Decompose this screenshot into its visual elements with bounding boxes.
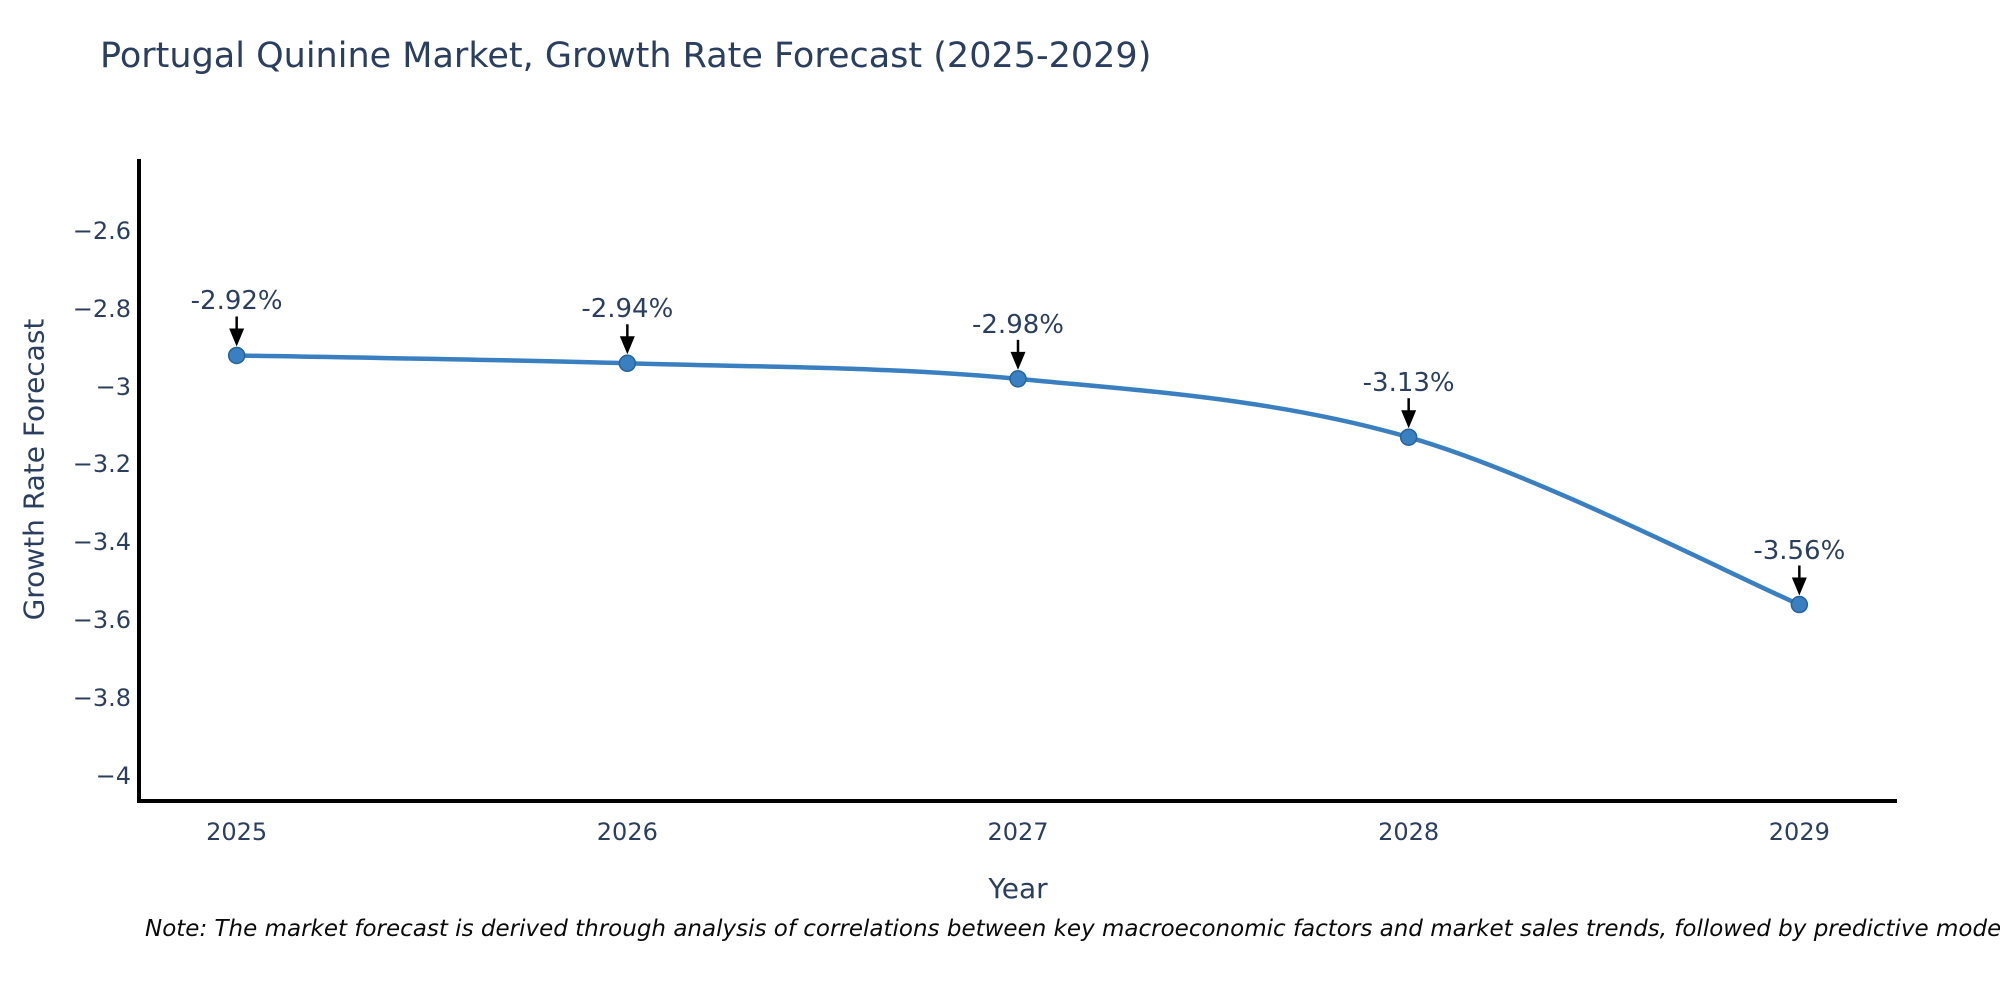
y-tick-label: −3 bbox=[95, 372, 131, 401]
y-tick-label: −2.8 bbox=[72, 294, 131, 323]
y-tick-label: −3.8 bbox=[72, 683, 131, 712]
y-axis-title: Growth Rate Forecast bbox=[17, 318, 51, 621]
x-tick-label: 2028 bbox=[1378, 818, 1440, 846]
data-point-marker bbox=[1399, 428, 1418, 446]
data-point-marker bbox=[618, 354, 637, 373]
y-tick-label: −3.2 bbox=[72, 450, 131, 479]
data-point-value-label: -2.94% bbox=[581, 294, 674, 325]
data-point-value-label: -3.56% bbox=[1753, 535, 1846, 566]
chart-title: Portugal Quinine Market, Growth Rate For… bbox=[100, 36, 1152, 76]
data-point-marker bbox=[1009, 370, 1027, 388]
x-tick-label: 2025 bbox=[206, 818, 268, 846]
annotation-arrow-head bbox=[1010, 351, 1026, 370]
x-axis-title: Year bbox=[988, 872, 1048, 905]
data-point-value-label: -3.13% bbox=[1362, 368, 1455, 399]
y-tick-label: −4 bbox=[95, 761, 131, 790]
annotation-arrow-head bbox=[619, 336, 635, 355]
data-point-marker bbox=[227, 346, 246, 365]
x-tick-label: 2029 bbox=[1768, 818, 1830, 846]
annotation-arrow-head bbox=[1791, 577, 1807, 596]
y-tick-label: −3.6 bbox=[72, 606, 131, 635]
annotation-arrow-head bbox=[1401, 410, 1417, 429]
data-point-value-label: -2.98% bbox=[972, 309, 1064, 340]
y-tick-label: −2.6 bbox=[72, 216, 131, 245]
footnote-text: Note: The market forecast is derived thr… bbox=[145, 916, 2000, 942]
data-point-marker bbox=[1790, 595, 1809, 614]
x-tick-label: 2027 bbox=[987, 818, 1049, 846]
annotation-arrow-head bbox=[229, 328, 245, 347]
x-tick-label: 2026 bbox=[596, 818, 658, 846]
forecast-line bbox=[234, 353, 1802, 607]
data-point-value-label: -2.92% bbox=[190, 286, 283, 317]
y-tick-label: −3.4 bbox=[72, 528, 131, 557]
